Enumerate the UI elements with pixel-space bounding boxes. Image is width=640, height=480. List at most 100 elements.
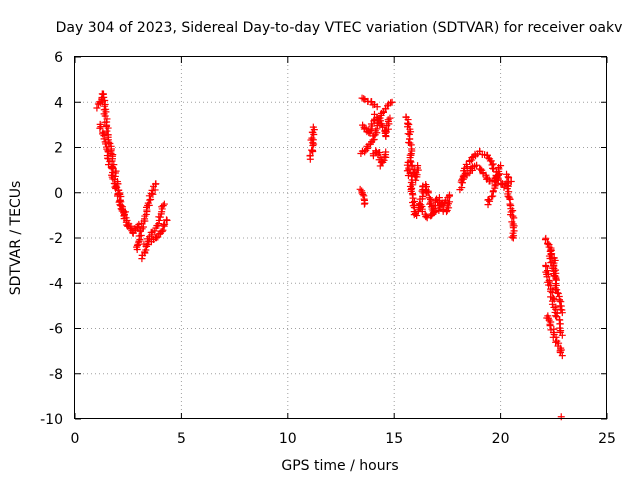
data-point — [552, 275, 560, 283]
data-point — [544, 240, 552, 248]
y-tick-label: 0 — [54, 186, 63, 202]
data-point — [500, 183, 508, 191]
data-point — [509, 234, 517, 242]
data-point — [468, 154, 476, 162]
data-point — [110, 179, 118, 187]
data-point — [141, 212, 149, 220]
data-point — [308, 134, 316, 142]
y-tick-label: -8 — [49, 367, 63, 383]
data-point — [510, 214, 518, 222]
data-point — [360, 200, 368, 208]
axis-ticks: 0 5 10 15 20 25 -10 -8 -6 -4 -2 0 2 4 6 — [40, 50, 616, 447]
data-point — [158, 227, 166, 235]
data-point — [97, 123, 105, 131]
data-point — [486, 197, 494, 205]
data-point — [405, 166, 413, 174]
data-point — [446, 191, 454, 199]
x-tick-label: 15 — [385, 431, 403, 447]
data-point — [384, 102, 392, 110]
data-point — [102, 140, 110, 148]
data-point — [553, 286, 561, 294]
data-point — [139, 223, 147, 231]
data-point — [149, 190, 157, 198]
data-point — [374, 150, 382, 158]
gridlines — [75, 57, 607, 419]
data-point — [558, 331, 566, 339]
data-point — [477, 165, 485, 173]
x-axis-label: GPS time / hours — [281, 458, 398, 474]
y-tick-label: -6 — [49, 322, 63, 338]
y-tick-label: -4 — [49, 276, 63, 292]
data-point — [446, 198, 454, 206]
data-point — [430, 202, 438, 210]
data-point — [152, 180, 160, 188]
data-point — [309, 123, 317, 131]
data-point — [376, 162, 384, 170]
data-points — [93, 90, 566, 421]
data-point — [106, 158, 114, 166]
data-point — [373, 103, 381, 111]
data-point — [152, 234, 160, 242]
data-point — [557, 413, 565, 421]
data-point — [159, 226, 167, 234]
data-point — [548, 289, 556, 297]
data-point — [144, 199, 152, 207]
data-point — [114, 192, 122, 200]
data-point — [546, 278, 554, 286]
data-point — [100, 93, 108, 101]
data-point — [462, 160, 470, 168]
x-tick-label: 10 — [279, 431, 297, 447]
plot-frame — [74, 56, 607, 419]
data-point — [107, 163, 115, 171]
data-point — [308, 146, 316, 154]
data-point — [104, 148, 112, 156]
data-point — [136, 235, 144, 243]
data-point — [382, 148, 390, 156]
data-point — [546, 322, 554, 330]
x-tick-label: 0 — [71, 431, 80, 447]
data-point — [111, 183, 119, 191]
data-point — [376, 119, 384, 127]
data-point — [160, 221, 168, 229]
data-point — [492, 181, 500, 189]
data-point — [100, 135, 108, 143]
data-point — [359, 190, 367, 198]
data-point — [423, 214, 431, 222]
data-point — [96, 124, 104, 132]
data-point — [160, 200, 168, 208]
data-point — [549, 294, 557, 302]
y-tick-label: 6 — [54, 50, 63, 66]
data-point — [438, 200, 446, 208]
data-point — [552, 312, 560, 320]
y-axis-label: SDTVAR / TECUs — [8, 181, 24, 296]
data-point — [375, 115, 383, 123]
data-point — [505, 174, 513, 182]
data-point — [388, 98, 396, 106]
x-tick-label: 25 — [598, 431, 616, 447]
data-point — [424, 187, 432, 195]
x-tick-label: 20 — [492, 431, 510, 447]
data-point — [543, 273, 551, 281]
data-point — [552, 338, 560, 346]
data-point — [459, 175, 467, 183]
data-point — [104, 124, 112, 132]
y-tick-label: 2 — [54, 141, 63, 157]
chart-title: Day 304 of 2023, Sidereal Day-to-day VTE… — [56, 20, 623, 36]
data-point — [558, 352, 566, 360]
data-point — [126, 225, 134, 233]
data-point — [361, 148, 369, 156]
data-point — [423, 189, 431, 197]
data-point — [554, 290, 562, 298]
data-point — [497, 162, 505, 170]
data-point — [137, 231, 145, 239]
data-point — [551, 272, 559, 280]
data-point — [163, 216, 171, 224]
data-point — [508, 233, 516, 241]
data-point — [547, 250, 555, 258]
data-point — [541, 236, 549, 244]
data-point — [379, 123, 387, 131]
data-point — [386, 114, 394, 122]
data-point — [360, 95, 368, 103]
data-point — [556, 320, 564, 328]
